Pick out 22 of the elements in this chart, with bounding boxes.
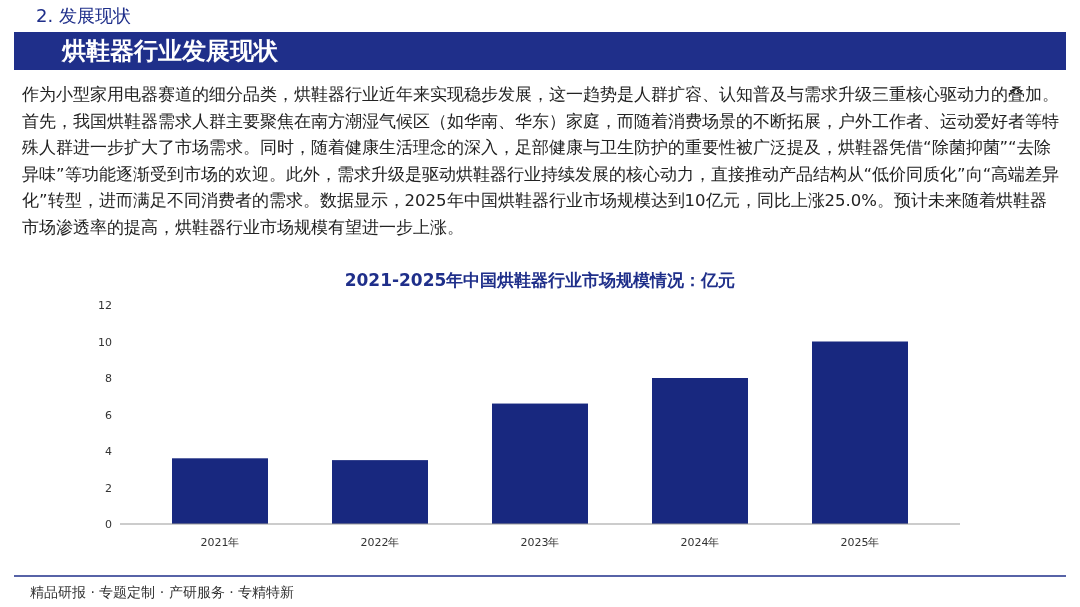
bar [492, 403, 588, 524]
y-tick-label: 8 [105, 372, 112, 385]
text: 烘鞋器行业发展现状 [14, 32, 1066, 70]
bar [172, 458, 268, 524]
bar [332, 460, 428, 524]
text: 精品研报 · 专题定制 · 产研服务 · 专精特新 [30, 584, 295, 602]
chart-title: 2021-2025年中国烘鞋器行业市场规模情况：亿元 [344, 270, 736, 290]
text: 作为小型家用电器赛道的细分品类，烘鞋器行业近年来实现稳步发展，这一趋势是人群扩容、认知普及与需求升级三重核心驱动力的叠加。首先，我国烘鞋器需求人群主要聚焦在南方潮湿气候区（如华南、华东）家庭，而随着消费场景的不断拓展，户外工作者、运动爱好者等特殊人群进一步扩大了市场需求。同时，随着健康生活理念的深入，足部健康与卫生防护的重要性被广泛提及，烘鞋器凭借“除菌抑菌”“去除异味”等功能逐渐受到市场的欢迎。此外，需求升级是驱动烘鞋器行业持续发展的核心动力，直接推动产品结构从“低价同质化”向“高端差异化”转型，进而满足不同消费者的需求。数据显示，2025年中国烘鞋器行业市场规模达到10亿元，同比上涨25.0%。预计未来随着烘鞋器市场渗透率的提高，烘鞋器行业市场规模有望进一步上涨。 [22, 84, 1061, 239]
text: 2. 发展现状 [36, 4, 131, 28]
x-tick-label: 2024年 [680, 536, 720, 549]
y-tick-label: 2 [105, 481, 112, 495]
y-tick-label: 12 [98, 299, 112, 312]
y-tick-label: 4 [105, 445, 112, 458]
x-tick-label: 2025年 [840, 536, 880, 549]
y-tick-label: 6 [105, 408, 112, 422]
y-tick-label: 0 [105, 518, 112, 531]
x-tick-label: 2023年 [520, 536, 560, 549]
y-tick-label: 10 [98, 335, 112, 349]
x-tick-label: 2021年 [200, 536, 240, 549]
bar [812, 341, 908, 524]
x-tick-label: 2022年 [360, 536, 400, 549]
bar [652, 378, 748, 524]
